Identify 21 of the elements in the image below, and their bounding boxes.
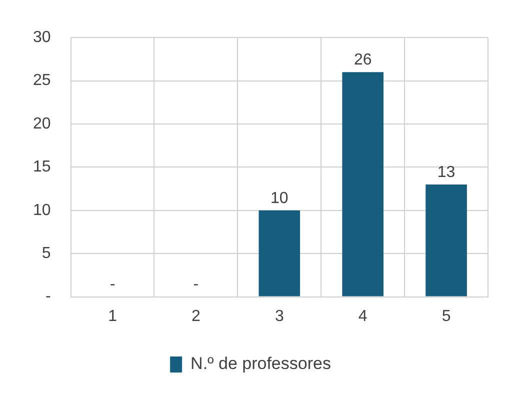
y-tick-label: 20	[33, 115, 51, 132]
text: -	[110, 276, 116, 294]
y-tick-label: 15	[33, 158, 51, 176]
bar	[426, 184, 467, 296]
y-tick-label: 10	[33, 202, 51, 219]
x-tick-label: 1	[108, 308, 118, 325]
x-tick-label: 5	[442, 308, 451, 325]
x-tick-label: 2	[192, 308, 201, 325]
text: 10	[270, 190, 288, 207]
text: -	[193, 276, 199, 294]
y-tick-label: 30	[33, 29, 51, 46]
text: 26	[354, 52, 372, 69]
x-tick-label: 4	[358, 308, 368, 325]
y-tick-label: 25	[33, 72, 51, 90]
text: 13	[437, 164, 456, 181]
y-tick-label: -	[45, 288, 51, 306]
legend-label: N.º de professores	[190, 354, 331, 374]
bar	[258, 210, 300, 296]
x-tick-label: 3	[274, 308, 284, 325]
bar	[342, 72, 384, 296]
y-tick-label: 5	[42, 245, 51, 262]
